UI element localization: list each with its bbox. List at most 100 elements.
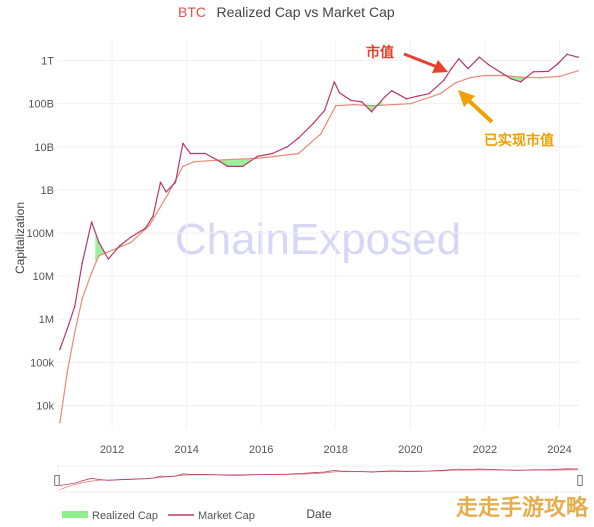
market-cap-line-point <box>349 99 352 102</box>
annotation-realized-cap: 已实现市值 <box>458 90 554 148</box>
annotation-realized-cap-arrow-shaft <box>464 96 494 124</box>
chart-title: BTC Realized Cap vs Market Cap <box>178 4 395 21</box>
realized-cap-line-point <box>577 70 579 72</box>
market-cap-line-point <box>499 71 501 73</box>
navigator-left-handle[interactable]: ▯ <box>53 471 61 487</box>
y-axis-ticks: 10k 100k 1M 10M 100M 1B 10B 100B 1T <box>26 56 54 413</box>
market-cap-line-point <box>144 227 147 229</box>
realized-cap-line-point <box>335 104 337 107</box>
market-cap-line-point <box>383 96 386 99</box>
navigator-series <box>59 468 579 491</box>
x-tick-label: 2016 <box>249 444 273 456</box>
realized-cap-line-point <box>502 74 505 77</box>
y-tick-label: 1M <box>39 314 54 326</box>
market-cap-line-point <box>241 165 244 168</box>
market-cap-line-point <box>286 146 289 148</box>
market-cap-line-point <box>256 155 259 158</box>
legend-swatch-realized-cap <box>62 511 88 518</box>
annotation-market-cap: 市值 <box>366 44 448 73</box>
realized-cap-line-point <box>167 193 169 195</box>
gridlines <box>58 40 580 428</box>
y-tick-label: 100k <box>30 357 54 369</box>
market-cap-line-point <box>557 62 559 65</box>
y-tick-label: 100M <box>26 228 54 240</box>
market-cap-line-point <box>405 98 408 100</box>
y-axis-title: Capitalization <box>13 202 27 274</box>
market-cap-line-point <box>118 245 121 247</box>
legend-label-market-cap: Market Cap <box>198 510 255 522</box>
market-cap-line-point <box>547 70 550 73</box>
annotation-market-cap-arrow-head <box>432 60 448 73</box>
market-cap-line-point <box>159 181 162 184</box>
chart-title-main: Realized Cap vs Market Cap <box>216 4 394 20</box>
market-cap-line-point <box>297 137 300 139</box>
market-cap-line-point <box>361 101 363 103</box>
realized-cap-line-point <box>372 104 374 107</box>
x-tick-label: 2018 <box>324 444 348 456</box>
market-cap-line-point <box>478 56 481 58</box>
x-tick-label: 2012 <box>100 444 124 456</box>
y-tick-label: 10k <box>36 400 54 412</box>
market-cap-line-point <box>323 109 326 112</box>
x-tick-label: 2020 <box>398 444 422 456</box>
market-cap-line-point <box>182 142 184 145</box>
realized-cap-line-point <box>540 76 542 79</box>
market-cap-line-point <box>59 348 61 351</box>
market-cap-line-point <box>370 110 373 113</box>
market-cap-line-point <box>271 152 274 155</box>
realized-cap-line-point <box>297 152 300 155</box>
realized-cap-line-point <box>353 103 356 106</box>
market-cap-line-point <box>189 152 192 155</box>
navigator-right-handle[interactable]: ▯ <box>576 471 584 487</box>
market-cap-line-point <box>129 236 132 238</box>
market-cap-line-point <box>312 122 315 125</box>
realized-cap-line-point <box>66 371 69 373</box>
market-cap-line-point <box>428 92 430 95</box>
annotation-realized-cap-arrow-head <box>458 90 475 107</box>
market-cap-line-point <box>458 58 460 60</box>
range-navigator[interactable]: ▯ ▯ <box>53 465 584 493</box>
chainexposed-watermark: ChainExposed <box>175 215 461 264</box>
market-cap-line-point <box>467 67 469 70</box>
realized-cap-line-point <box>74 331 76 334</box>
market-cap-line-point <box>333 81 336 83</box>
x-tick-label: 2022 <box>473 444 497 456</box>
realized-cap-line-point <box>469 76 471 79</box>
annotation-realized-cap-label: 已实现市值 <box>484 132 554 148</box>
realized-cap-line-point <box>90 271 93 274</box>
market-cap-line-point <box>90 221 93 223</box>
market-cap-line-point <box>338 91 341 94</box>
y-tick-label: 10M <box>33 271 54 283</box>
market-cap-line-point <box>450 67 453 70</box>
x-tick-label: 2014 <box>174 444 198 456</box>
market-cap-line-point <box>532 71 535 73</box>
realized-cap-line-point <box>111 249 113 251</box>
navigator-market-cap-line <box>59 468 579 486</box>
green-region <box>501 72 525 82</box>
realized-cap-line-point <box>98 254 100 257</box>
market-cap-line-point <box>204 152 207 155</box>
green-region <box>367 99 383 112</box>
realized-cap-line-point <box>521 76 523 79</box>
market-cap-line-point <box>81 262 83 264</box>
market-cap-line-point <box>152 215 154 217</box>
series-lines <box>59 53 579 424</box>
realized-cap-line-point <box>454 82 456 84</box>
market-cap-line-point <box>566 53 568 56</box>
market-cap-line-point <box>519 81 522 83</box>
y-tick-label: 100B <box>28 99 54 111</box>
market-cap-line-point <box>577 56 579 58</box>
annotation-market-cap-label: 市值 <box>366 44 394 60</box>
market-cap-line-point <box>390 89 393 92</box>
market-cap-line-point <box>417 95 419 97</box>
realized-cap-line-point <box>182 165 184 168</box>
legend: Realized Cap Market Cap <box>62 510 255 522</box>
market-cap-line <box>59 53 579 350</box>
realized-cap-line-point <box>558 75 561 78</box>
realized-cap-line-point <box>59 421 61 424</box>
x-axis-title: Date <box>306 507 332 521</box>
market-cap-line-point <box>107 258 110 260</box>
realized-cap-line-point <box>129 241 132 244</box>
realized-cap-line-point <box>223 159 225 161</box>
